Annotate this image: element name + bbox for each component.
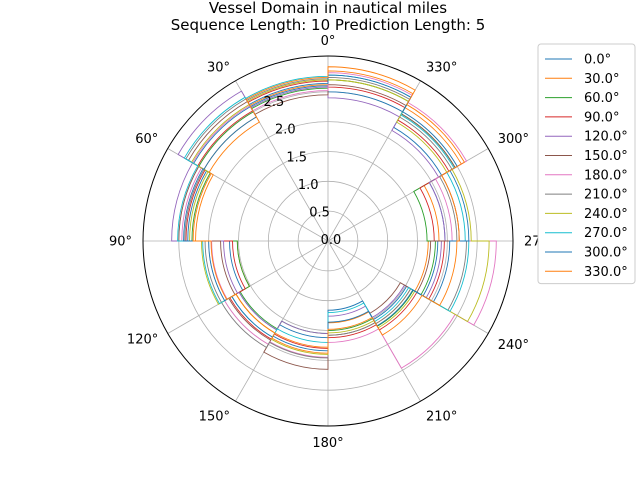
radius-tick-label: 1.0 [298,178,319,193]
angle-tick-label: 300° [498,132,529,147]
angle-tick-label: 330° [426,60,457,75]
series-group [171,66,497,370]
legend-box [537,43,636,285]
radial-gridline [267,180,389,302]
radius-tick-label: 1.5 [286,150,307,165]
series-line [183,74,470,352]
radial-gridline [297,210,359,272]
angle-tick-label: 90° [109,235,132,250]
legend-entry-label: 180.0° [584,168,628,183]
angle-tick-label: 210° [426,410,457,425]
angle-tick-label: 30° [207,60,230,75]
legend-entry-label: 210.0° [584,188,628,203]
angle-tick-label: 0° [321,34,336,49]
angle-tick-label: 120° [127,333,158,348]
series-line [192,66,466,354]
chart-title-line-1: Vessel Domain in nautical miles [208,0,448,17]
chart-title-line-2: Sequence Length: 10 Prediction Length: 5 [170,16,486,34]
angle-tick-label: 60° [135,132,158,147]
radius-tick-label: 2.0 [275,123,296,138]
legend: 0.0° 30.0° 60.0° 90.0° 120.0° 150.0° 180.0° 210… [537,43,636,285]
angle-tick-label: 240° [498,338,529,353]
legend-entry-label: 150.0° [584,149,628,164]
legend-entry-label: 0.0° [584,53,611,68]
radius-tick-label: 2.5 [264,95,285,110]
legend-entry-label: 120.0° [584,130,628,145]
radius-tick-label: 0.0 [321,233,342,248]
angle-tick-label: 180° [312,436,343,451]
radius-tick-label: 0.5 [309,205,330,220]
polar-axis: 0°30°60°90°120°150°180°210°240°270°300°3… [109,34,555,451]
series-line [189,79,490,355]
series-line [181,72,497,369]
polar-frame [142,55,514,427]
legend-entry-label: 300.0° [584,246,628,261]
legend-entry-label: 90.0° [584,110,619,125]
legend-entry-label: 30.0° [584,72,619,87]
angle-tick-label: 150° [199,410,230,425]
legend-entry-label: 330.0° [584,265,628,280]
legend-entry-label: 270.0° [584,226,628,241]
legend-entry-label: 60.0° [584,91,619,106]
legend-entry-label: 240.0° [584,207,628,222]
